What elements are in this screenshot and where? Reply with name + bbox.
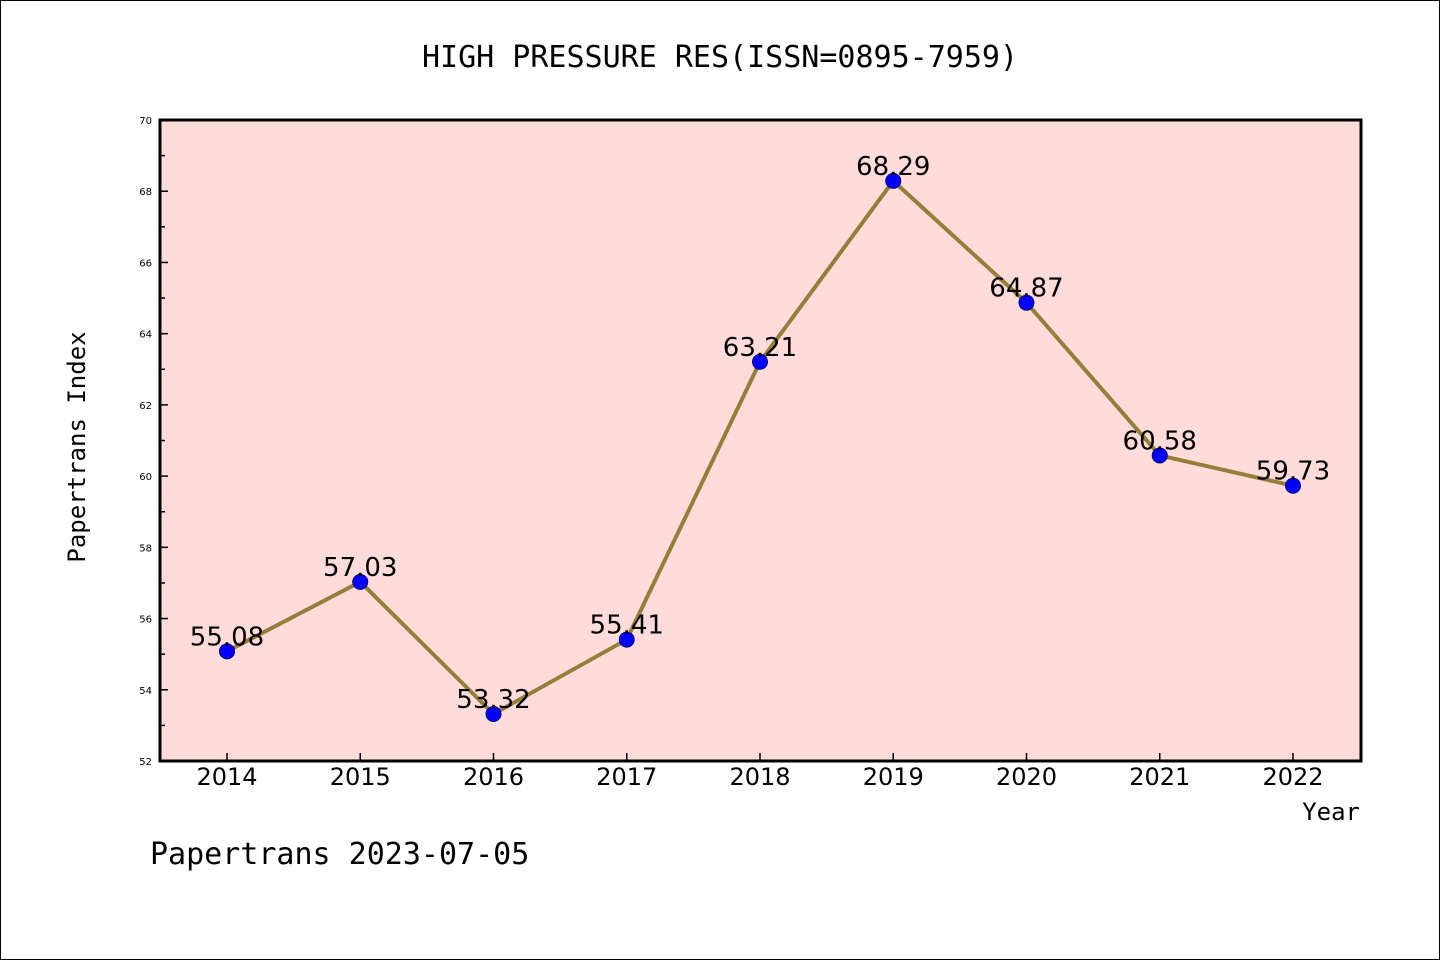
x-axis-tick-labels: 2014 2015 2016 2017 2018 2019 2020 2021 2022: [196, 763, 1323, 791]
x-tick-label: 2014: [196, 763, 257, 791]
data-label: 53.32: [456, 685, 530, 715]
data-markers: [219, 172, 1301, 722]
data-point: [618, 631, 635, 648]
y-tick-label: 60: [139, 472, 152, 483]
y-tick-label: 54: [139, 686, 152, 697]
data-label: 55.41: [590, 611, 664, 641]
y-tick-label: 56: [139, 615, 152, 626]
data-label: 64.87: [989, 274, 1063, 304]
y-tick-label: 70: [139, 116, 152, 127]
data-point: [219, 643, 235, 660]
data-labels: 55.08 57.03 53.32 55.41 63.21 68.29 64.87 60.58…: [190, 152, 1330, 715]
x-axis-label: Year: [1302, 798, 1360, 826]
y-tick-label: 62: [139, 401, 152, 412]
data-point: [1018, 294, 1035, 311]
data-label: 59.73: [1256, 457, 1330, 487]
x-tick-label: 2021: [1129, 763, 1190, 791]
x-tick-label: 2019: [863, 763, 924, 791]
x-tick-label: 2020: [996, 763, 1057, 791]
data-point: [885, 172, 902, 189]
y-axis-label: Papertrans Index: [63, 331, 91, 562]
x-tick-label: 2017: [596, 763, 657, 791]
plot-area: [158, 118, 1363, 763]
data-point: [352, 573, 369, 590]
x-axis-ticks: [226, 753, 1294, 761]
data-point: [485, 705, 502, 722]
y-axis-ticks: [160, 119, 168, 762]
data-point: [1151, 447, 1168, 464]
data-point: [1285, 477, 1301, 494]
footer-stamp: Papertrans 2023-07-05: [150, 837, 529, 872]
data-label: 55.08: [190, 622, 264, 652]
data-label: 60.58: [1123, 426, 1197, 456]
y-tick-label: 52: [139, 757, 152, 768]
x-tick-label: 2015: [330, 763, 391, 791]
y-tick-label: 64: [139, 330, 152, 341]
data-label: 68.29: [856, 152, 930, 182]
y-tick-label: 66: [139, 258, 152, 269]
y-tick-label: 58: [139, 543, 152, 554]
y-tick-label: 68: [139, 187, 152, 198]
x-tick-label: 2022: [1262, 763, 1323, 791]
data-point: [752, 353, 768, 370]
x-tick-label: 2018: [729, 763, 790, 791]
data-label: 57.03: [323, 553, 397, 583]
y-axis-tick-labels: 52 54 56 58 60 62 64 66 68 70: [139, 116, 152, 768]
x-tick-label: 2016: [463, 763, 524, 791]
data-label: 63.21: [723, 333, 797, 363]
chart-title: HIGH PRESSURE RES(ISSN=0895-7959): [422, 40, 1018, 75]
